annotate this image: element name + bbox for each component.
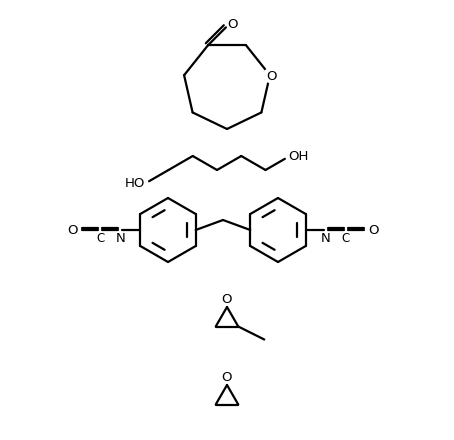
Text: HO: HO xyxy=(125,177,145,190)
Text: O: O xyxy=(227,18,238,31)
Text: O: O xyxy=(222,370,232,384)
Text: O: O xyxy=(222,293,232,305)
Text: OH: OH xyxy=(289,150,309,163)
Text: N: N xyxy=(321,231,331,245)
Text: C: C xyxy=(341,231,350,245)
Text: C: C xyxy=(96,231,104,245)
Text: O: O xyxy=(369,224,379,237)
Text: N: N xyxy=(115,231,125,245)
Text: O: O xyxy=(266,70,277,83)
Text: O: O xyxy=(67,224,78,237)
